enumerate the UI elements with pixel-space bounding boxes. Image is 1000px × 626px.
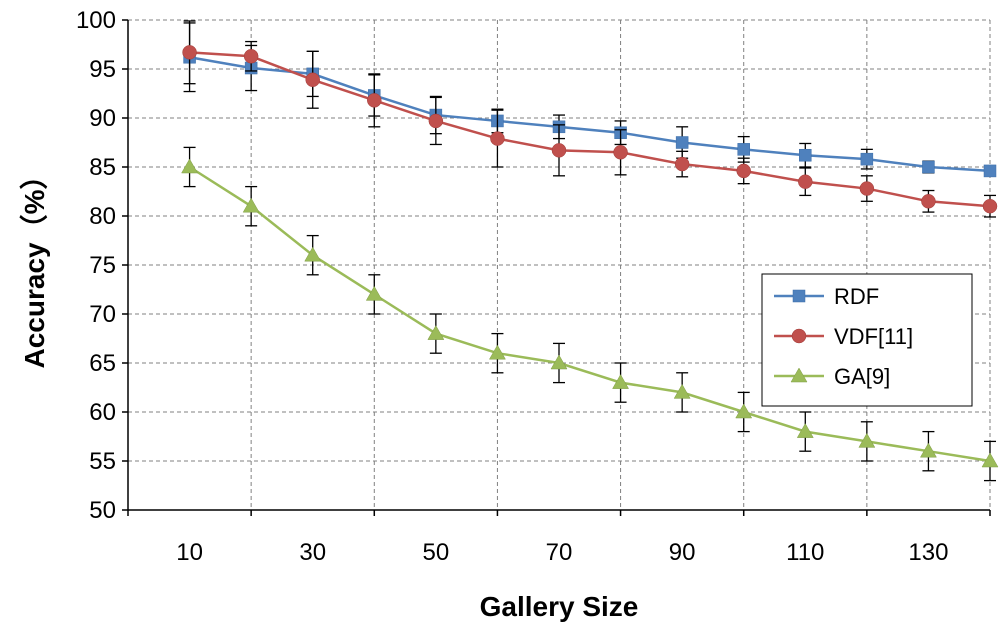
y-tick-label: 60 bbox=[89, 399, 116, 426]
data-point bbox=[613, 145, 628, 160]
series-layer bbox=[181, 20, 999, 482]
y-tick-label: 75 bbox=[89, 252, 116, 279]
data-point bbox=[673, 383, 691, 399]
grid-lines bbox=[128, 19, 991, 510]
data-point bbox=[982, 198, 998, 214]
series-ga-9- bbox=[181, 146, 999, 482]
legend-label: GA[9] bbox=[834, 364, 890, 389]
data-point bbox=[428, 113, 444, 129]
x-axis-title: Gallery Size bbox=[480, 591, 639, 622]
y-tick-label: 50 bbox=[89, 497, 116, 524]
data-point bbox=[919, 442, 937, 458]
legend-swatch-marker bbox=[792, 289, 806, 303]
y-tick-label: 90 bbox=[89, 105, 116, 132]
y-tick-label: 85 bbox=[89, 154, 116, 181]
data-point bbox=[242, 197, 260, 213]
series-line bbox=[189, 51, 991, 208]
x-tick-label: 110 bbox=[786, 539, 824, 566]
data-point bbox=[859, 181, 875, 196]
data-point bbox=[799, 148, 812, 162]
data-point bbox=[550, 354, 568, 370]
x-tick-label: 130 bbox=[908, 539, 948, 566]
legend-swatch-marker bbox=[790, 367, 808, 383]
data-point bbox=[796, 423, 814, 438]
x-tick-label: 50 bbox=[423, 539, 450, 566]
y-tick-label: 70 bbox=[89, 301, 116, 328]
legend: RDF VDF[11] GA[9] bbox=[761, 273, 973, 407]
data-point bbox=[675, 136, 689, 149]
y-tick-label: 65 bbox=[89, 350, 116, 377]
y-tick-label: 55 bbox=[89, 448, 116, 475]
data-point bbox=[612, 374, 630, 389]
legend-swatch-marker bbox=[791, 328, 807, 344]
data-point bbox=[735, 403, 753, 419]
data-point bbox=[304, 246, 322, 262]
series-vdf-11- bbox=[182, 20, 998, 218]
axes bbox=[122, 19, 991, 516]
tick-labels: 50 55 60 65 70 75 80 85 90 95 100 10 30 50 70 90 110 130 bbox=[76, 7, 948, 566]
y-tick-label: 95 bbox=[89, 56, 116, 83]
data-point bbox=[427, 325, 445, 340]
data-point bbox=[860, 152, 874, 166]
data-point bbox=[858, 432, 876, 448]
y-tick-label: 100 bbox=[76, 7, 116, 34]
x-tick-label: 10 bbox=[176, 539, 203, 566]
legend-label: RDF bbox=[834, 284, 879, 309]
data-point bbox=[922, 160, 935, 174]
data-point bbox=[736, 163, 751, 179]
series-line bbox=[188, 165, 991, 463]
series-line bbox=[189, 56, 991, 173]
data-point bbox=[365, 285, 383, 301]
data-point bbox=[921, 194, 936, 209]
legend-label: VDF[11] bbox=[834, 324, 913, 349]
data-point bbox=[798, 174, 813, 189]
data-point bbox=[488, 344, 506, 360]
data-point bbox=[182, 45, 197, 60]
data-point bbox=[737, 143, 750, 156]
data-point bbox=[305, 72, 320, 88]
data-point bbox=[983, 164, 997, 178]
series-rdf bbox=[183, 22, 997, 178]
data-point bbox=[367, 93, 382, 108]
data-point bbox=[674, 156, 690, 172]
data-point bbox=[181, 158, 199, 174]
data-point bbox=[490, 131, 505, 146]
y-axis-title: Accuracy（%） bbox=[18, 162, 50, 369]
x-tick-label: 90 bbox=[669, 539, 696, 566]
y-tick-label: 80 bbox=[89, 203, 116, 230]
x-tick-label: 30 bbox=[299, 539, 326, 566]
x-tick-label: 70 bbox=[546, 539, 573, 566]
data-point bbox=[981, 452, 999, 468]
data-point bbox=[551, 143, 567, 158]
data-point bbox=[243, 49, 259, 64]
